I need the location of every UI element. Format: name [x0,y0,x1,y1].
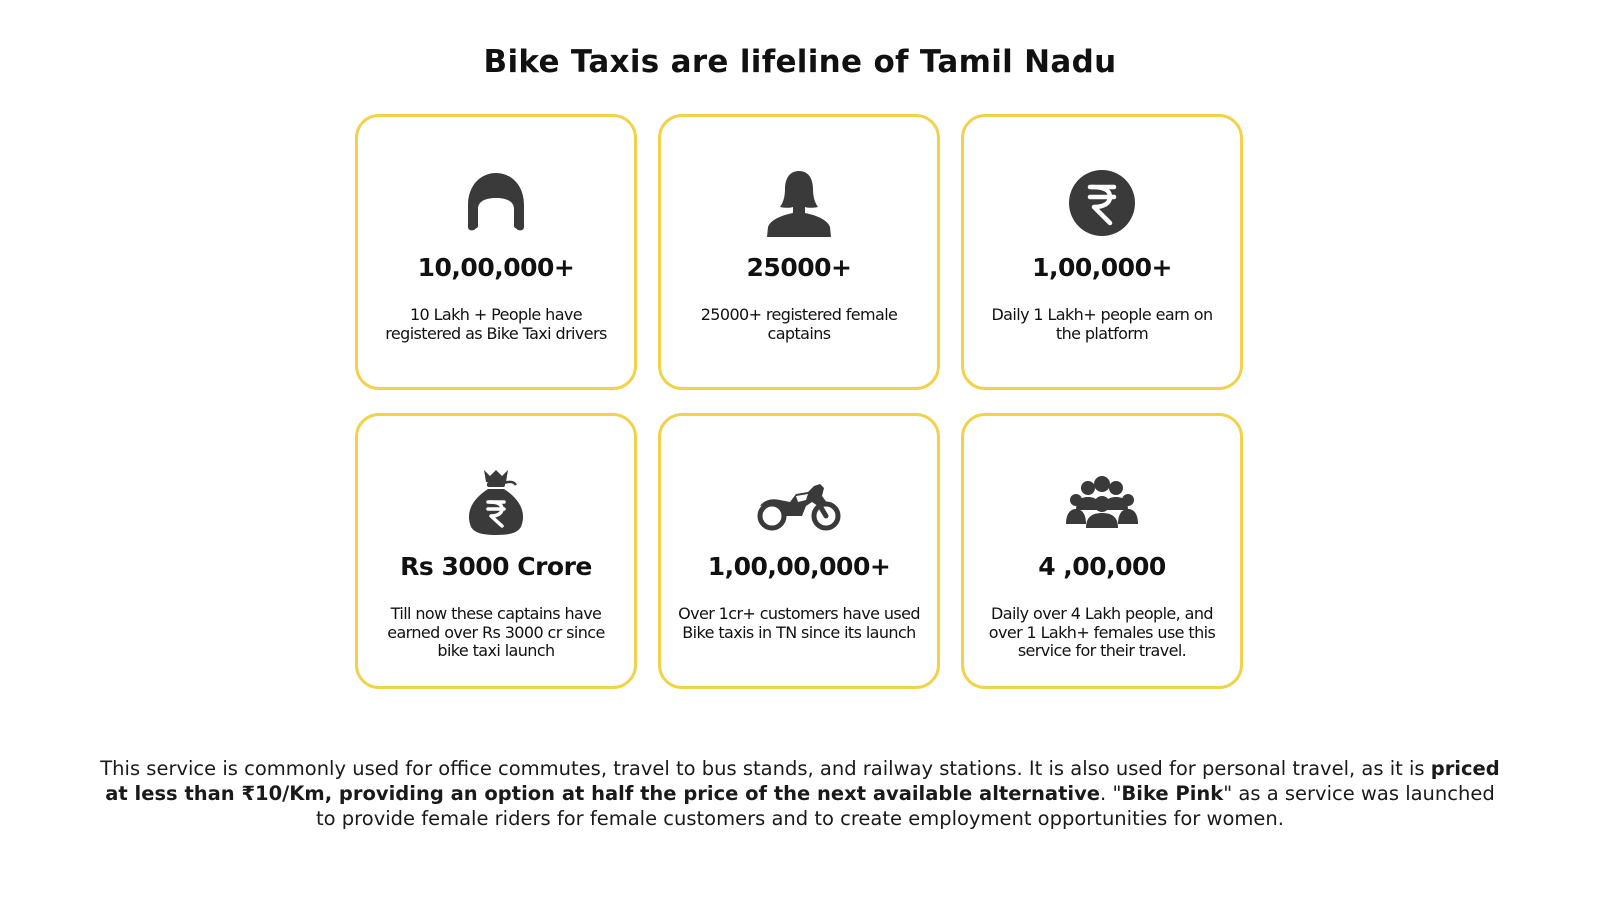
footer-price-highlight: priced at less than ₹10/Km, providing an… [105,757,1500,805]
stat-value: 10,00,000+ [417,253,575,282]
footer-bike-pink-highlight: Bike Pink [1121,782,1224,805]
people-group-icon [1066,466,1138,538]
helmet-icon [460,167,532,239]
stat-value: 1,00,000+ [1032,253,1172,282]
stat-description: Daily over 4 Lakh people, and over 1 Lak… [988,604,1216,660]
stat-value: 25000+ [746,253,852,282]
stat-value: Rs 3000 Crore [400,552,592,581]
stat-card-daily-riders: 4 ,00,000 Daily over 4 Lakh people, and … [961,413,1243,689]
footer-text: . " [1100,782,1122,805]
stat-value: 4 ,00,000 [1038,552,1166,581]
stat-card-daily-earners: 1,00,000+ Daily 1 Lakh+ people earn on t… [961,114,1243,390]
stat-description: Daily 1 Lakh+ people earn on the platfor… [991,305,1213,343]
footer-paragraph: This service is commonly used for office… [100,756,1500,831]
stat-description: 10 Lakh + People have registered as Bike… [385,305,607,343]
stat-description: Till now these captains have earned over… [387,604,605,660]
footer-text: " as a service was launched to provide f… [316,782,1495,830]
stats-grid: 10,00,000+ 10 Lakh + People have registe… [355,114,1255,694]
female-user-icon [763,167,835,239]
page-title: Bike Taxis are lifeline of Tamil Nadu [483,44,1117,80]
stat-value: 1,00,00,000+ [707,552,891,581]
money-bag-icon [460,466,532,538]
stat-card-female-captains: 25000+ 25000+ registered female captains [658,114,940,390]
footer-text: This service is commonly used for office… [100,757,1431,780]
stat-card-drivers: 10,00,000+ 10 Lakh + People have registe… [355,114,637,390]
rupee-coin-icon [1066,167,1138,239]
stat-card-customers: 1,00,00,000+ Over 1cr+ customers have us… [658,413,940,689]
motorcycle-icon [756,466,842,538]
stat-description: 25000+ registered female captains [700,305,898,343]
stat-card-captain-earnings: Rs 3000 Crore Till now these captains ha… [355,413,637,689]
stat-description: Over 1cr+ customers have used Bike taxis… [678,604,920,642]
